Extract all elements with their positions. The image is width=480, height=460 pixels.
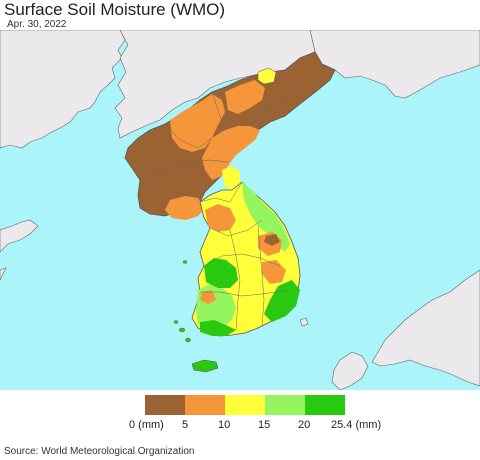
legend-swatch-4 [305, 395, 345, 415]
legend-label-5: 25.4 (mm) [331, 419, 382, 431]
map-date: Apr. 30, 2022 [7, 19, 67, 30]
legend-swatch-2 [225, 395, 265, 415]
south-korea-green-west [204, 258, 238, 288]
map-title: Surface Soil Moisture (WMO) [4, 0, 226, 19]
china-land [0, 30, 126, 149]
soil-moisture-map [0, 30, 480, 390]
south-korea-green-south [200, 320, 236, 336]
legend-label-0: 0 (mm) [129, 419, 164, 431]
japan-land [371, 269, 480, 387]
north-korea-yellow-east [222, 166, 240, 190]
south-korea-green-southeast [264, 280, 300, 322]
jeju-island [191, 359, 219, 373]
small-islands [173, 260, 191, 343]
south-korea-lightgreen-east [242, 182, 290, 252]
source-note: Source: World Meteorological Organizatio… [4, 446, 195, 457]
legend: 0 (mm) 5 10 15 20 25.4 (mm) [0, 395, 480, 435]
shandong-land [0, 219, 39, 253]
japan-island [299, 317, 309, 327]
north-korea-yellow-spot [257, 67, 277, 85]
north-korea-orange-central [202, 126, 260, 180]
south-korea-brown-spot [264, 234, 280, 246]
japan-kyushu-land [331, 351, 369, 390]
china-coast-land [0, 267, 7, 281]
north-korea-orange-west [170, 94, 225, 152]
legend-swatch-0 [145, 395, 185, 415]
south-korea-orange-sw [200, 290, 216, 304]
legend-swatch-3 [265, 395, 305, 415]
legend-label-3: 15 [258, 419, 271, 431]
legend-swatch-1 [185, 395, 225, 415]
south-korea-orange-northwest [205, 204, 236, 232]
legend-label-2: 10 [218, 419, 231, 431]
legend-label-1: 5 [182, 419, 189, 431]
legend-label-4: 20 [298, 419, 311, 431]
north-korea-orange-north [225, 80, 265, 114]
province-boundaries [139, 89, 301, 331]
north-korea-orange-south [165, 196, 205, 220]
